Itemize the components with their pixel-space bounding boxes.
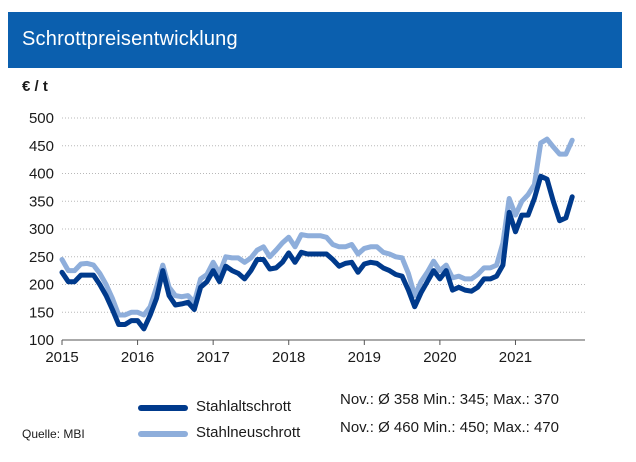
x-tick-labels: 2015 2016 2017 2018 2019 2020 2021 <box>45 340 532 366</box>
source-note: Quelle: MBI <box>22 427 85 441</box>
x-tick-label: 2018 <box>272 349 305 366</box>
x-tick-label: 2019 <box>348 349 381 366</box>
y-tick-label: 450 <box>29 138 54 155</box>
y-tick-label: 250 <box>29 249 54 266</box>
series-line-stahlneuschrott <box>59 136 575 318</box>
y-tick-label: 400 <box>29 166 54 183</box>
y-tick-label: 200 <box>29 277 54 294</box>
y-axis-unit-label: € / t <box>22 78 48 95</box>
x-tick-label: 2020 <box>423 349 456 366</box>
x-tick-label: 2016 <box>121 349 154 366</box>
legend-label: Stahlneuschrott <box>196 424 301 441</box>
y-tick-label: 350 <box>29 193 54 210</box>
y-tick-label: 500 <box>29 110 54 127</box>
y-tick-label: 300 <box>29 221 54 238</box>
x-tick-label: 2017 <box>196 349 229 366</box>
chart-title: Schrottpreisentwicklung <box>22 28 238 50</box>
stats-stahlaltschrott: Nov.: Ø 358 Min.: 345; Max.: 370 <box>340 391 559 408</box>
y-tick-label: 150 <box>29 304 54 321</box>
stats-stahlneuschrott: Nov.: Ø 460 Min.: 450; Max.: 470 <box>340 419 559 436</box>
y-tick-label: 100 <box>29 332 54 349</box>
x-tick-label: 2021 <box>499 349 532 366</box>
y-tick-labels: 100 150 200 250 300 350 400 450 500 <box>29 110 54 349</box>
legend-swatch-stahlaltschrott <box>138 405 188 411</box>
series-line-stahlaltschrott <box>59 173 575 332</box>
series-lines <box>59 136 575 332</box>
legend-label: Stahlaltschrott <box>196 398 292 415</box>
title-banner: Schrottpreisentwicklung <box>8 12 622 68</box>
legend-swatch-stahlneuschrott <box>138 431 188 437</box>
x-tick-label: 2015 <box>45 349 78 366</box>
